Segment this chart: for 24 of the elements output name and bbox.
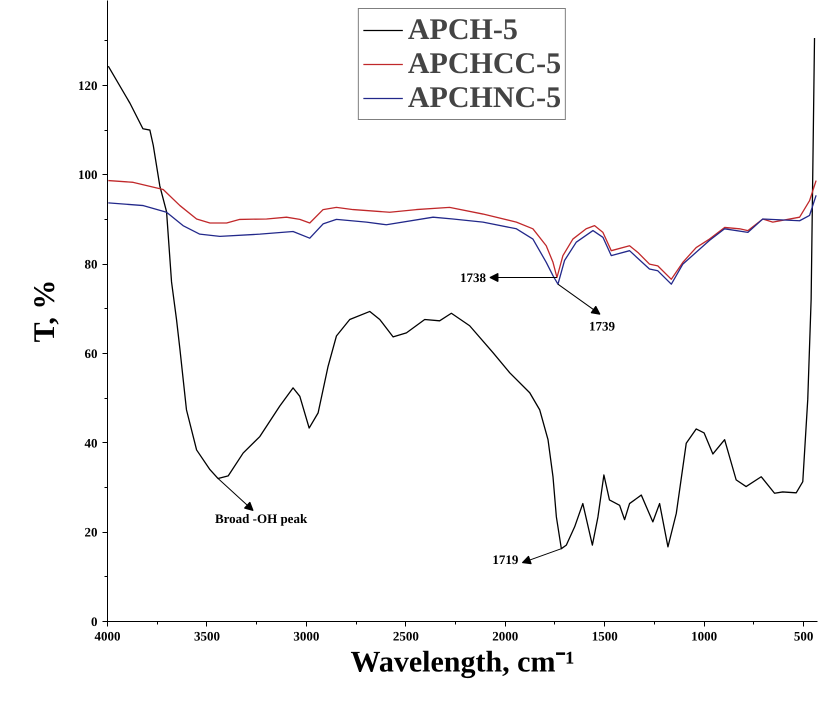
legend-label: APCHCC-5 xyxy=(408,47,562,81)
y-tick-label: 0 xyxy=(91,614,98,629)
legend-label: APCH-5 xyxy=(408,13,518,47)
x-tick-label: 2500 xyxy=(392,628,419,644)
y-axis-title: T, % xyxy=(28,280,61,342)
y-tick-label: 120 xyxy=(78,78,98,93)
x-axis-title: Wavelength, cm⁻¹ xyxy=(350,646,574,678)
x-tick-label: 4000 xyxy=(94,628,120,644)
y-tick-label: 40 xyxy=(84,435,98,450)
x-tick-label: 3000 xyxy=(293,628,320,644)
y-tick-label: 60 xyxy=(84,346,98,361)
y-tick-label: 20 xyxy=(84,524,98,540)
annotation: 1719 xyxy=(492,552,519,568)
y-tick-label: 80 xyxy=(84,256,98,272)
legend-label: APCHNC-5 xyxy=(408,81,562,115)
x-tick-label: 1000 xyxy=(691,628,718,644)
annotation: 1739 xyxy=(588,318,616,334)
x-tick-label: 1500 xyxy=(592,628,618,644)
y-tick-label: 100 xyxy=(78,167,98,182)
x-tick-label: 3500 xyxy=(194,628,220,644)
x-tick-label: 2000 xyxy=(492,628,518,644)
annotation: 1738 xyxy=(460,270,486,285)
x-tick-label: 500 xyxy=(794,628,814,644)
annotation: Broad -OH peak xyxy=(214,511,308,526)
